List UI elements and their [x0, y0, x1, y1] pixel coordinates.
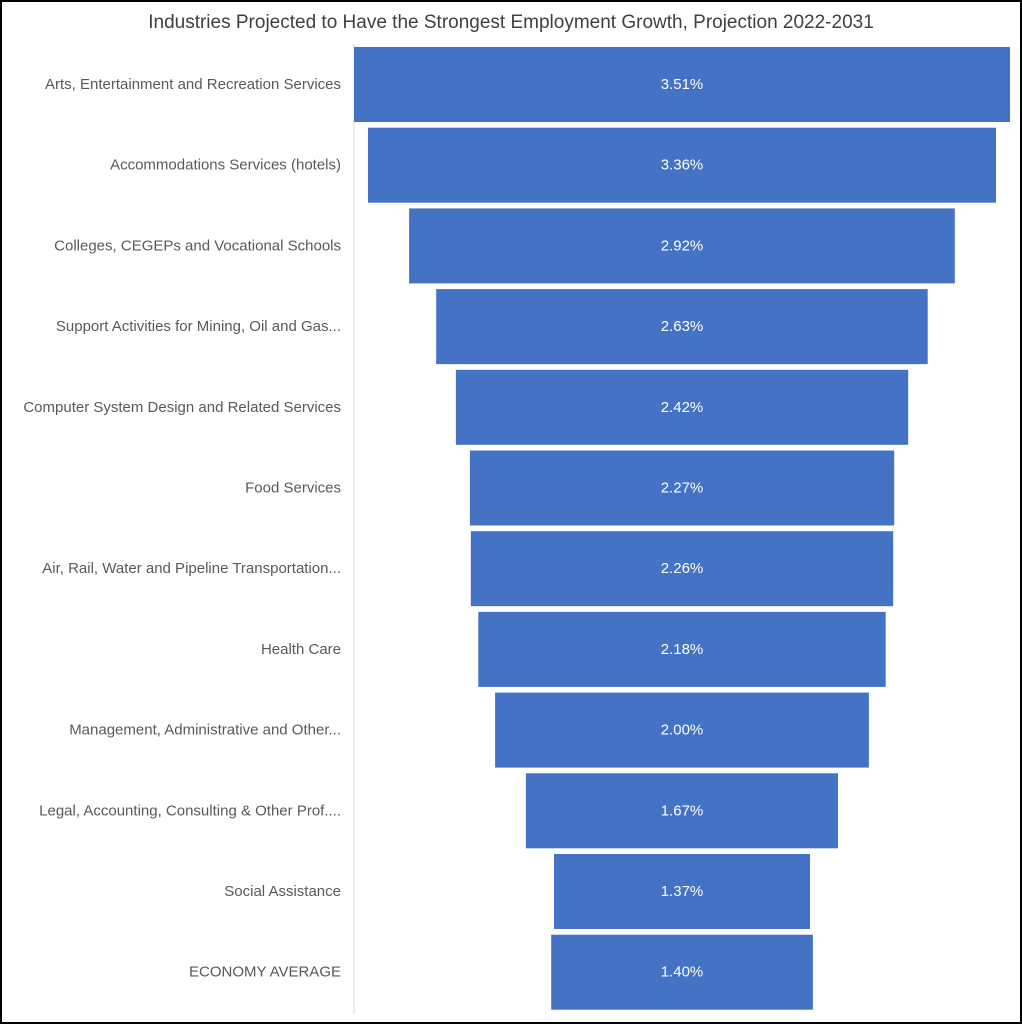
category-label: Arts, Entertainment and Recreation Servi…: [45, 76, 341, 93]
funnel-bar: [551, 934, 813, 1010]
funnel-bar: [525, 773, 838, 849]
bar-value-label: 2.27%: [661, 480, 704, 497]
chart-title: Industries Projected to Have the Stronge…: [148, 12, 874, 33]
category-label: Food Services: [245, 480, 341, 497]
funnel-bar: [470, 531, 894, 607]
category-labels-group: Arts, Entertainment and Recreation Servi…: [23, 76, 341, 981]
category-label: Support Activities for Mining, Oil and G…: [56, 318, 341, 335]
bar-value-label: 1.67%: [661, 802, 704, 819]
category-label: Accommodations Services (hotels): [110, 157, 341, 174]
bar-value-label: 2.00%: [661, 722, 704, 739]
category-label: Health Care: [261, 641, 341, 658]
bar-value-label: 2.63%: [661, 318, 704, 335]
category-label: Management, Administrative and Other...: [69, 722, 341, 739]
category-label: Social Assistance: [224, 883, 341, 900]
bar-value-label: 1.37%: [661, 883, 704, 900]
funnel-bar: [455, 369, 909, 445]
bar-value-label: 3.36%: [661, 157, 704, 174]
category-label: Computer System Design and Related Servi…: [23, 399, 341, 416]
funnel-bar: [478, 611, 886, 687]
bar-value-label: 1.40%: [661, 964, 704, 981]
bar-value-label: 3.51%: [661, 76, 704, 93]
funnel-bar: [554, 854, 810, 929]
bar-value-label: 2.92%: [661, 237, 704, 254]
category-label: Air, Rail, Water and Pipeline Transporta…: [42, 560, 341, 577]
bar-value-label: 2.26%: [661, 560, 704, 577]
funnel-bar: [469, 450, 895, 526]
funnel-bar: [409, 208, 955, 284]
category-label: ECONOMY AVERAGE: [189, 964, 341, 981]
bar-value-label: 2.18%: [661, 641, 704, 658]
funnel-bar: [368, 127, 996, 203]
bars-group: [354, 47, 1010, 1010]
funnel-bar: [354, 47, 1010, 122]
category-label: Legal, Accounting, Consulting & Other Pr…: [39, 802, 341, 819]
value-labels-group: 3.51% 3.36% 2.92% 2.63% 2.42% 2.27% 2.26% 2.18%…: [661, 76, 704, 981]
funnel-bar: [436, 289, 928, 365]
category-label: Colleges, CEGEPs and Vocational Schools: [54, 237, 341, 254]
funnel-bar: [495, 692, 869, 768]
bar-value-label: 2.42%: [661, 399, 704, 416]
